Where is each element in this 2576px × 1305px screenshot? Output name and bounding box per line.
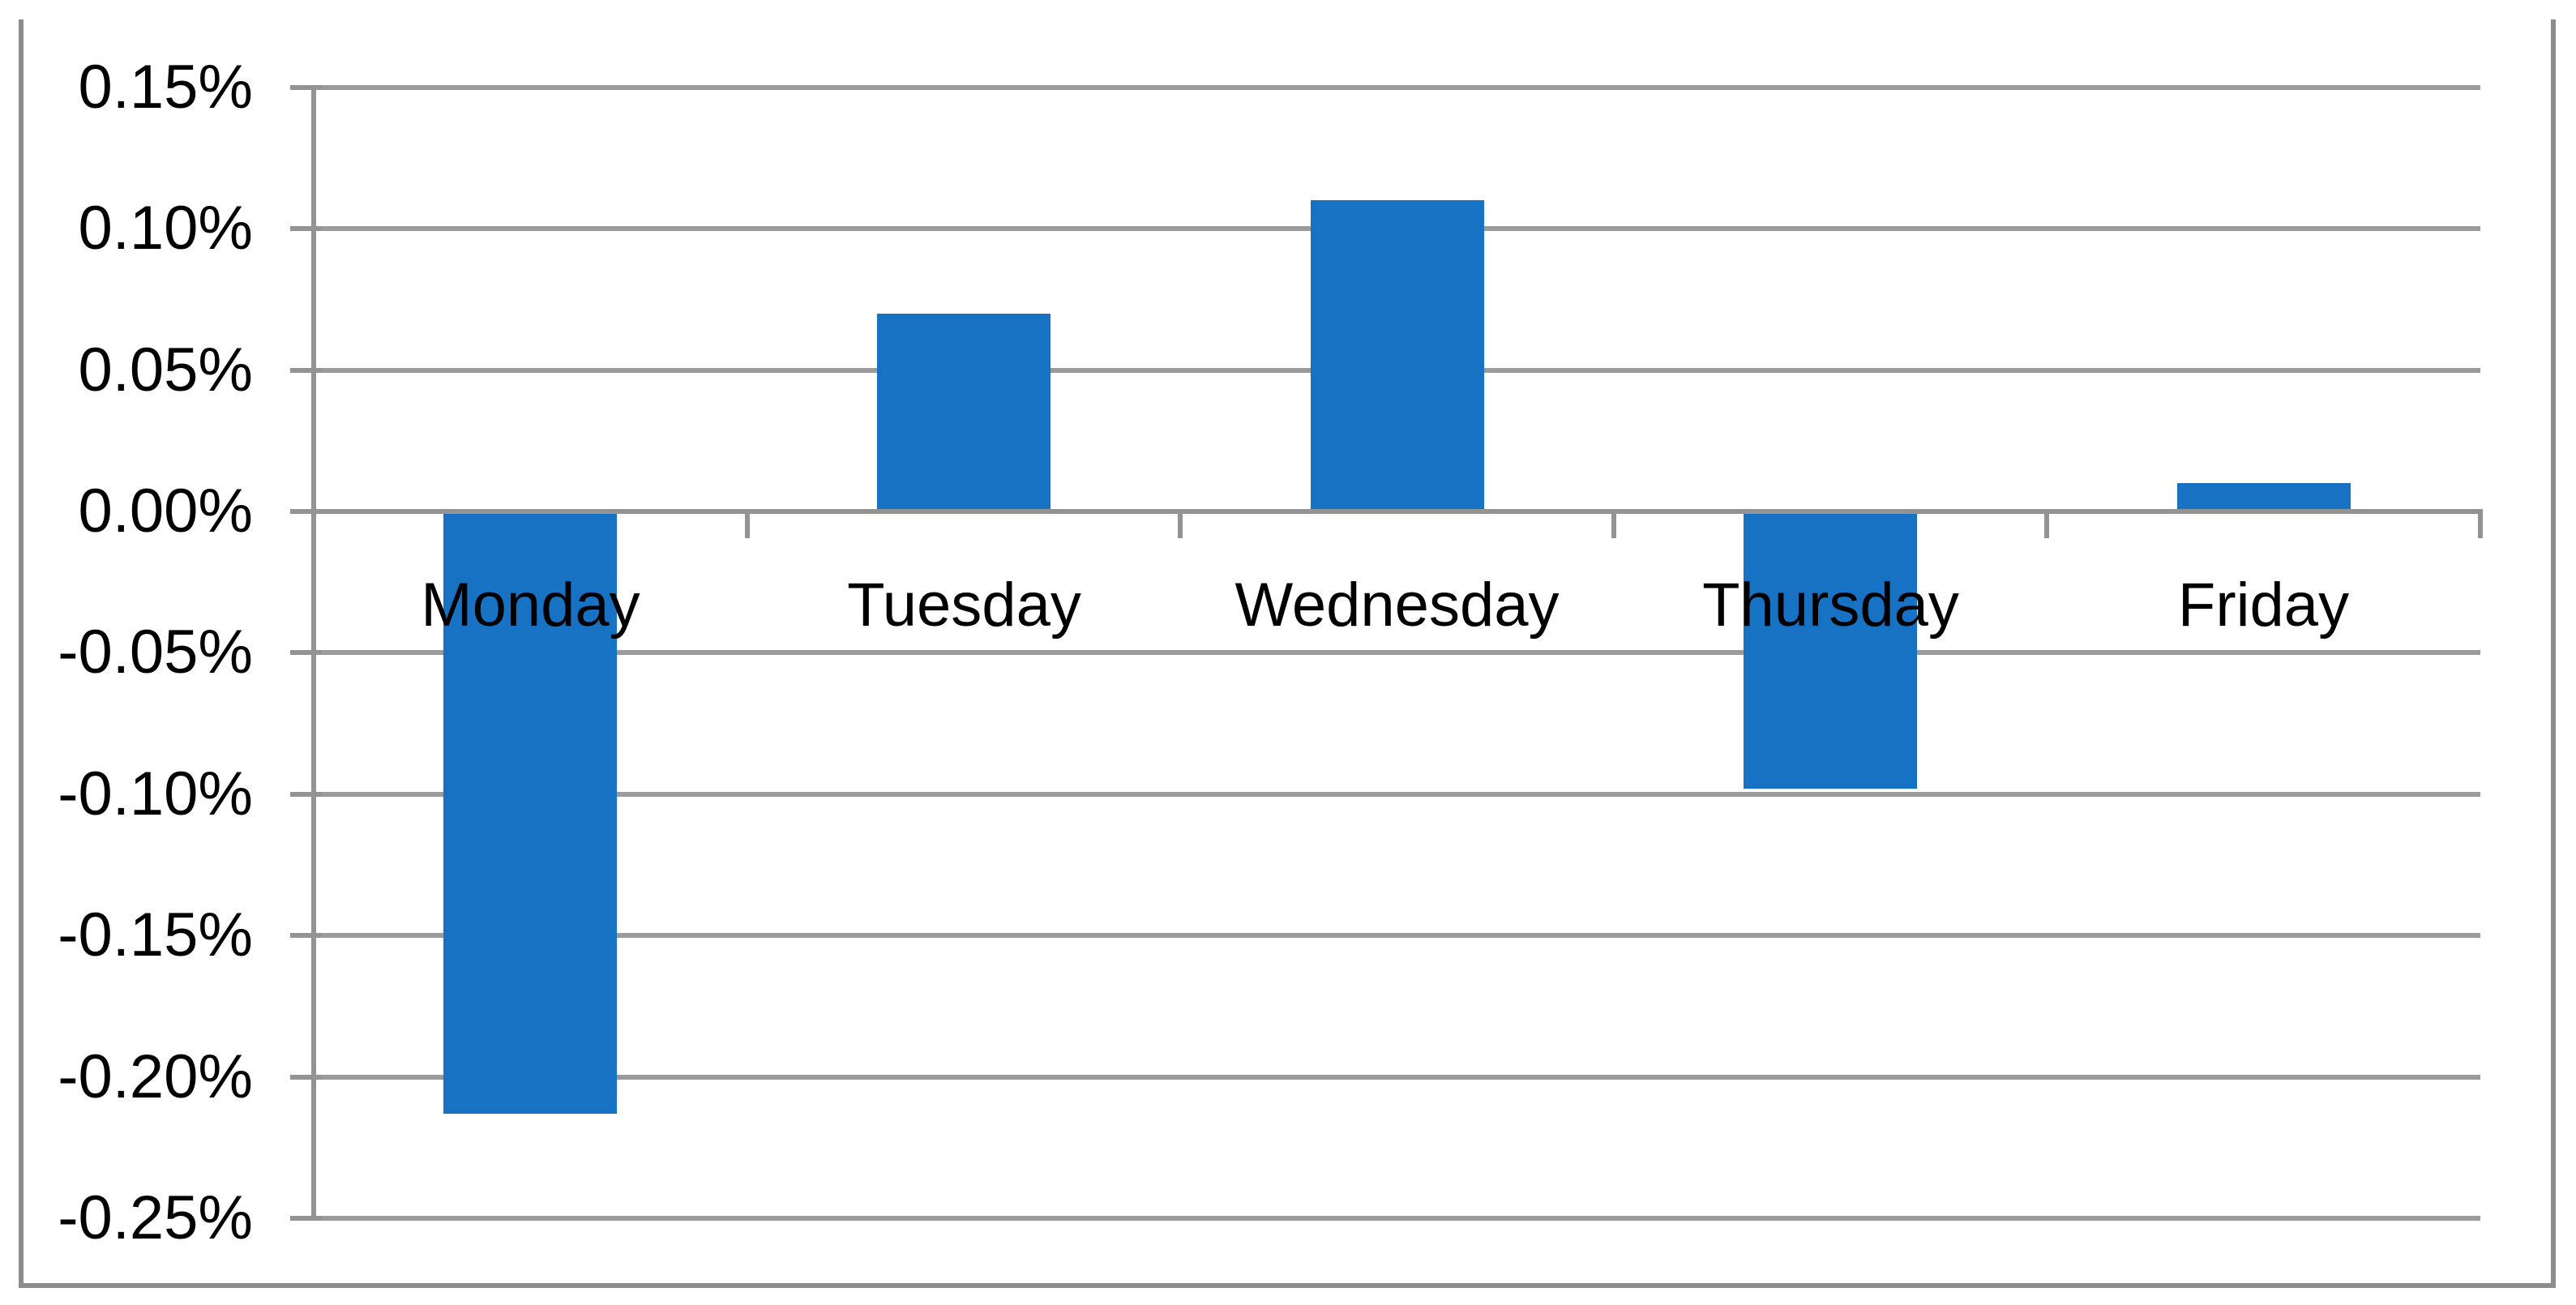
x-axis-tick xyxy=(745,511,750,538)
y-axis-tick-label: -0.20% xyxy=(58,1042,253,1111)
bar-monday xyxy=(443,511,617,1114)
category-label-wednesday: Wednesday xyxy=(1235,571,1560,640)
chart-border-bottom xyxy=(19,1283,2556,1288)
bar-wednesday xyxy=(1311,200,1484,511)
y-axis-tick-label: -0.15% xyxy=(58,901,253,969)
x-axis-tick xyxy=(2044,511,2049,538)
bar-thursday xyxy=(1744,511,1917,789)
chart-border-right xyxy=(2551,19,2556,1288)
category-label-friday: Friday xyxy=(2177,571,2350,640)
y-axis-tick-label: -0.05% xyxy=(58,618,253,687)
gridline xyxy=(314,650,2480,655)
y-axis-tick xyxy=(290,368,322,373)
gridline xyxy=(314,1216,2480,1221)
x-axis-tick xyxy=(1178,511,1183,538)
gridline xyxy=(314,1075,2480,1080)
category-label-monday: Monday xyxy=(421,571,640,640)
x-axis-tick xyxy=(1611,511,1616,538)
bar-friday xyxy=(2177,483,2351,511)
y-axis-tick xyxy=(290,1075,322,1080)
y-axis-tick-label: 0.10% xyxy=(78,194,254,263)
y-axis-tick xyxy=(290,226,322,231)
y-axis-tick xyxy=(290,85,322,90)
chart-border-left xyxy=(19,19,24,1288)
category-label-tuesday: Tuesday xyxy=(847,571,1081,640)
y-axis-tick-label: 0.05% xyxy=(78,336,254,404)
y-axis-tick-label: 0.00% xyxy=(78,477,254,546)
y-axis-tick-label: -0.10% xyxy=(58,759,253,828)
y-axis-tick xyxy=(290,933,322,938)
y-axis-tick xyxy=(290,650,322,655)
y-axis-line xyxy=(311,85,316,1221)
gridline xyxy=(314,933,2480,938)
gridline xyxy=(314,792,2480,797)
y-axis-tick xyxy=(290,792,322,797)
y-axis-tick xyxy=(290,1216,322,1221)
x-axis-line xyxy=(311,509,2483,514)
bar-tuesday xyxy=(877,314,1051,511)
gridline xyxy=(314,85,2480,90)
y-axis-tick-label: -0.25% xyxy=(58,1183,253,1252)
x-axis-tick xyxy=(2478,511,2483,538)
y-axis-tick xyxy=(290,509,322,514)
y-axis-tick-label: 0.15% xyxy=(78,53,254,122)
category-label-thursday: Thursday xyxy=(1702,571,1959,640)
